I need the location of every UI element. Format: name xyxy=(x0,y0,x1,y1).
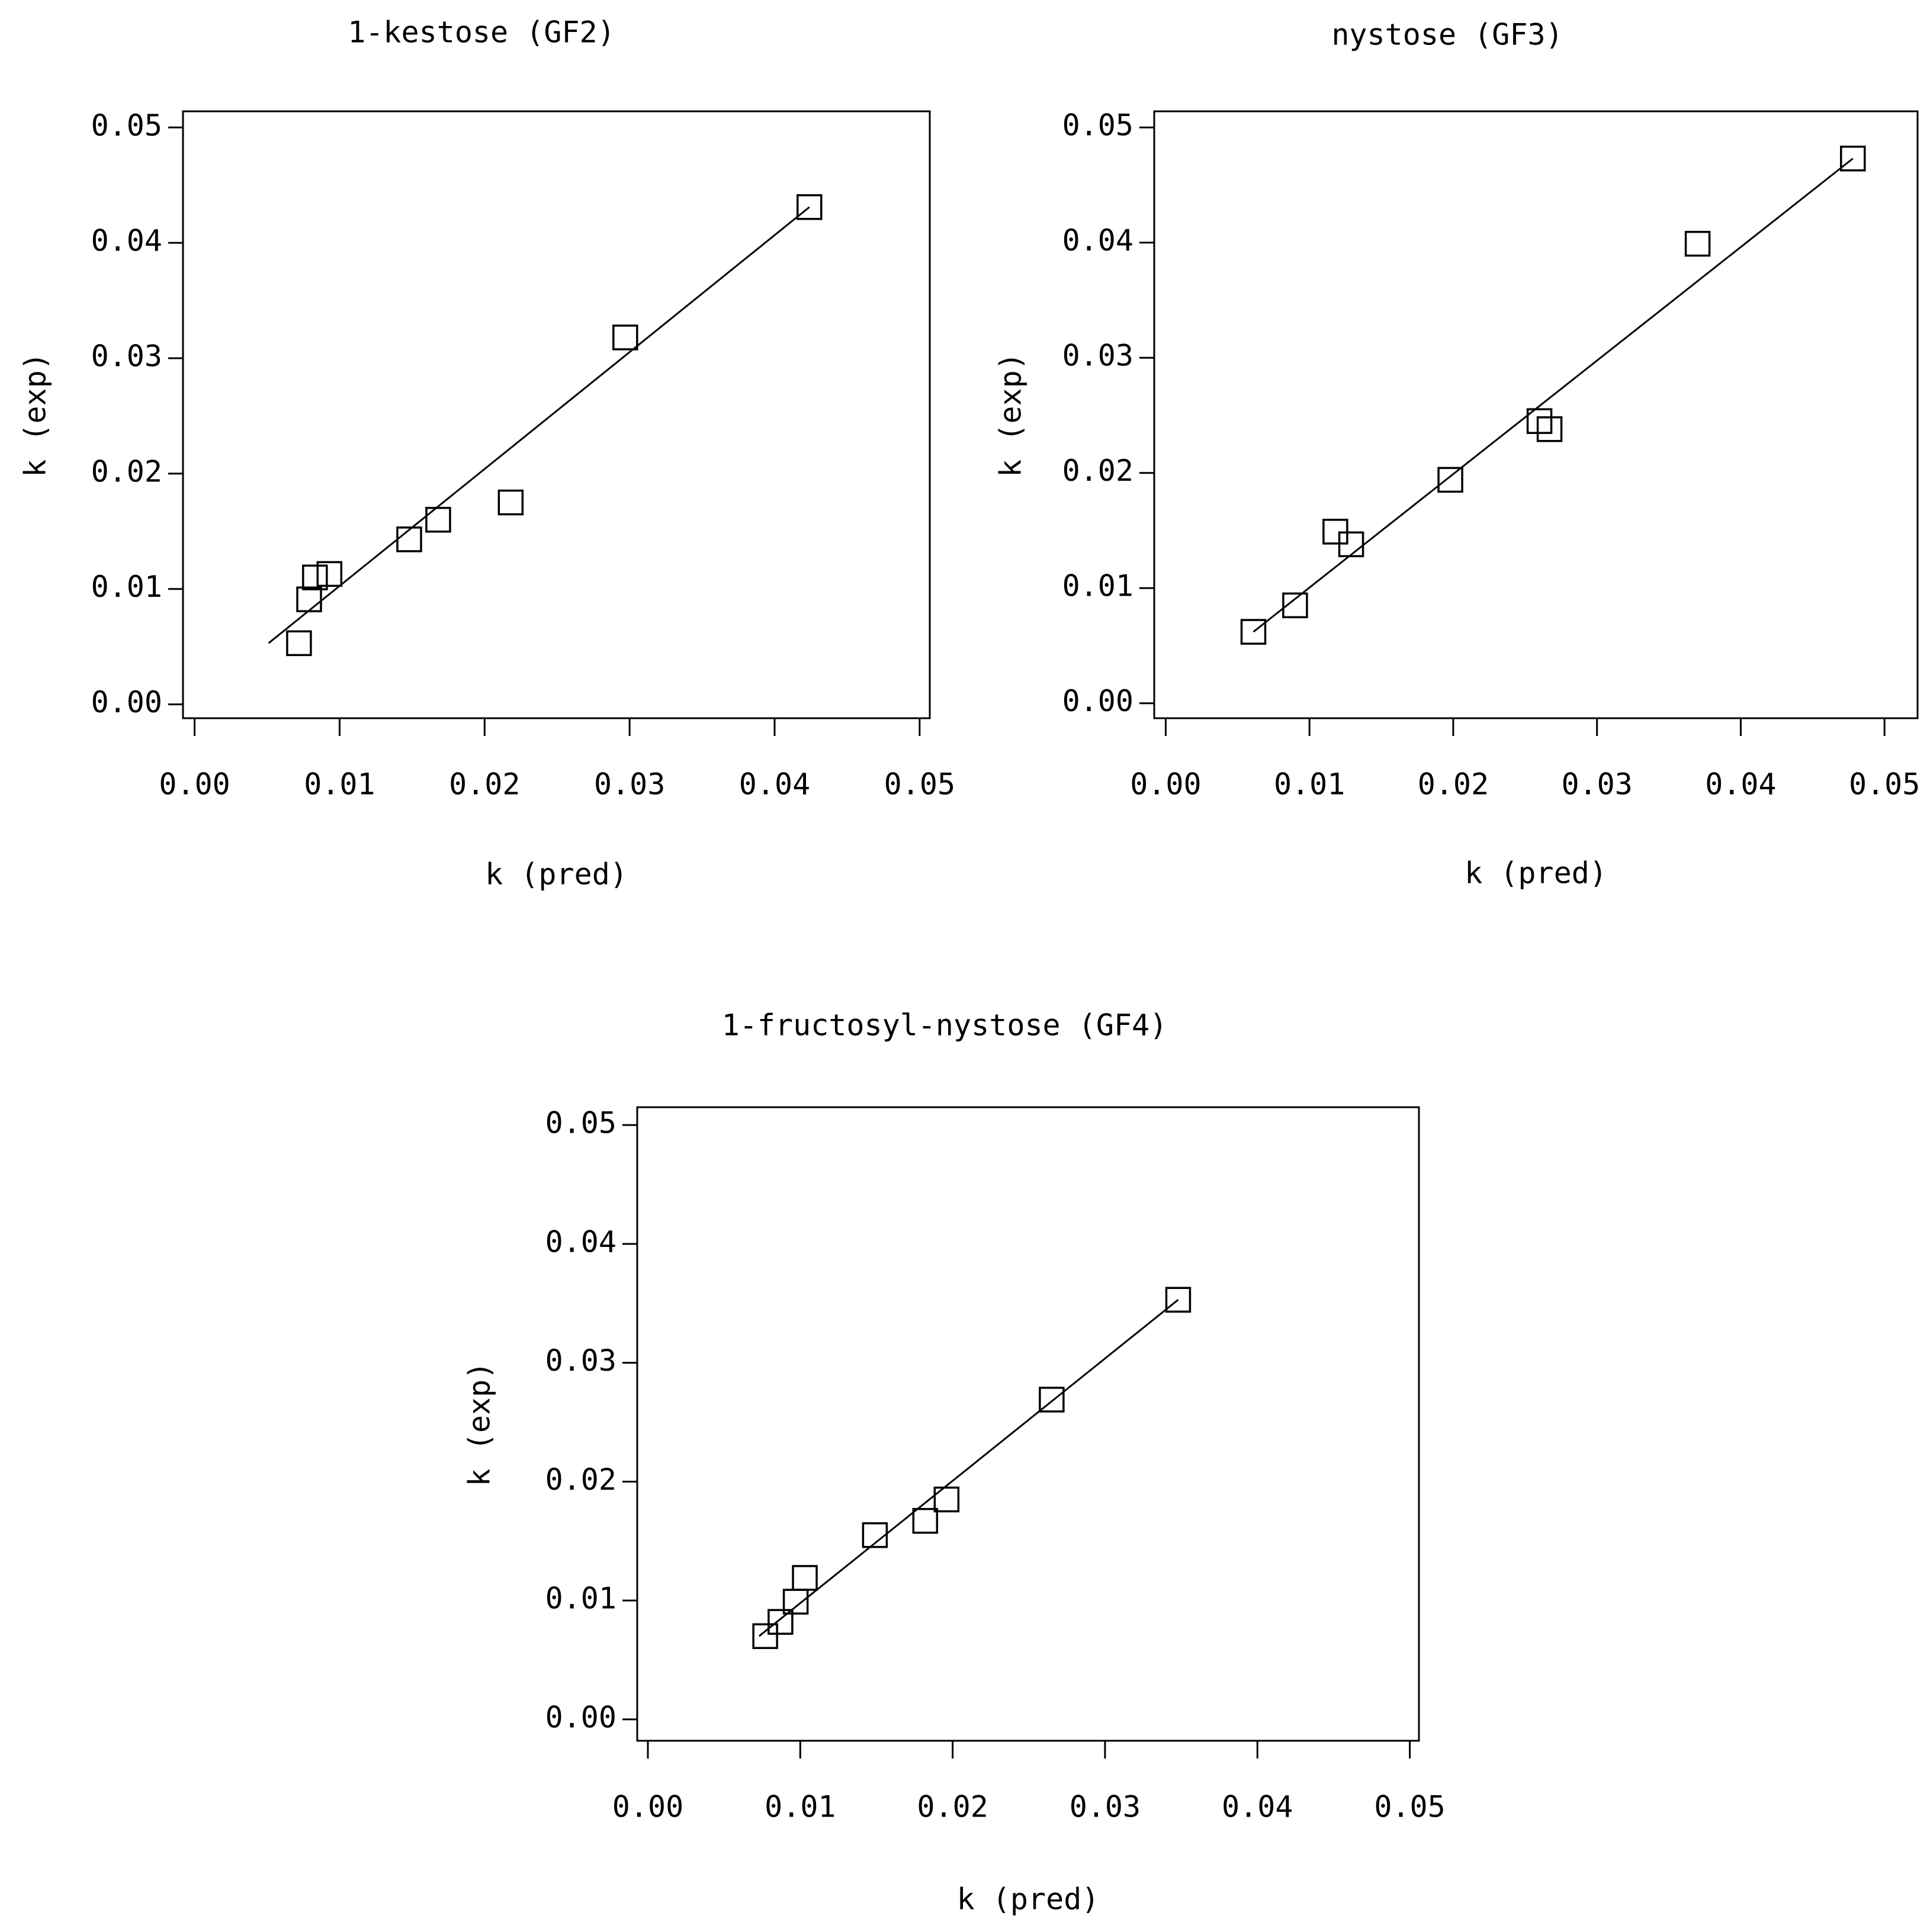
y-tick-label: 0.01 xyxy=(91,570,162,604)
chart: 1-kestose (GF2) k (pred) k (exp) 0.00 0.01 0.… xyxy=(18,15,956,892)
x-tick-label: 0.04 xyxy=(739,767,810,802)
marker xyxy=(1536,416,1563,442)
marker xyxy=(302,564,328,591)
y-tick-label: 0.00 xyxy=(91,685,162,719)
x-tick-label: 0.02 xyxy=(1418,767,1489,802)
y-tick-label: 0.05 xyxy=(91,108,162,143)
y-tick-label: 0.04 xyxy=(1062,223,1133,258)
x-axis-label: k (pred) xyxy=(1465,856,1607,891)
x-tick-label: 0.02 xyxy=(449,767,520,802)
x-tick-label: 0.01 xyxy=(765,1790,836,1824)
marker xyxy=(1437,467,1463,493)
marker xyxy=(316,561,343,587)
marker xyxy=(1338,531,1364,558)
x-tick-label: 0.05 xyxy=(884,767,955,802)
x-tick-label: 0.00 xyxy=(159,767,230,802)
x-tick-label: 0.04 xyxy=(1705,767,1776,802)
marker xyxy=(497,489,524,516)
marker xyxy=(1165,1287,1192,1313)
chart: 1-fructosyl-nystose (GF4) k (pred) k (exp)… xyxy=(463,1008,1446,1917)
marker xyxy=(286,630,312,657)
y-tick-label: 0.02 xyxy=(91,454,162,488)
plot-frame xyxy=(182,110,931,719)
x-tick-label: 0.02 xyxy=(917,1790,988,1824)
marker xyxy=(1840,145,1866,172)
y-tick-label: 0.03 xyxy=(91,339,162,374)
marker xyxy=(396,526,422,552)
y-tick-label: 0.05 xyxy=(1062,108,1133,143)
fit-line xyxy=(1253,157,1854,633)
marker xyxy=(767,1609,794,1635)
y-tick-label: 0.04 xyxy=(91,224,162,258)
plot-frame xyxy=(636,1106,1420,1742)
marker xyxy=(1526,408,1553,434)
y-axis-label: k (exp) xyxy=(994,352,1028,477)
x-tick-label: 0.03 xyxy=(1561,767,1632,802)
x-axis-label: k (pred) xyxy=(485,857,628,892)
x-tick-label: 0.00 xyxy=(1130,767,1201,802)
chart-title: nystose (GF3) xyxy=(1331,18,1563,52)
x-tick-label: 0.03 xyxy=(594,767,665,802)
x-tick-label: 0.03 xyxy=(1070,1790,1141,1824)
y-tick-label: 0.04 xyxy=(545,1224,616,1259)
x-tick-label: 0.00 xyxy=(612,1790,683,1824)
marker xyxy=(296,586,322,613)
marker xyxy=(425,507,451,533)
y-tick-label: 0.02 xyxy=(1062,454,1133,488)
x-tick-label: 0.05 xyxy=(1849,767,1920,802)
y-tick-label: 0.01 xyxy=(545,1581,616,1616)
y-axis-label: k (exp) xyxy=(18,352,53,477)
chart-title: 1-kestose (GF2) xyxy=(348,15,615,50)
fit-line xyxy=(268,206,810,644)
y-tick-label: 0.03 xyxy=(1062,339,1133,373)
y-tick-label: 0.00 xyxy=(545,1700,616,1734)
x-tick-label: 0.05 xyxy=(1374,1790,1445,1824)
y-tick-label: 0.00 xyxy=(1062,684,1133,718)
x-tick-label: 0.04 xyxy=(1222,1790,1293,1824)
x-tick-label: 0.01 xyxy=(1274,767,1345,802)
y-tick-label: 0.01 xyxy=(1062,569,1133,603)
fit-line xyxy=(758,1299,1179,1637)
y-tick-label: 0.05 xyxy=(545,1106,616,1140)
marker xyxy=(1684,230,1711,257)
x-tick-label: 0.01 xyxy=(304,767,375,802)
y-tick-label: 0.03 xyxy=(545,1343,616,1378)
marker xyxy=(797,194,823,220)
marker xyxy=(792,1565,818,1591)
marker xyxy=(862,1522,888,1548)
marker xyxy=(933,1486,960,1513)
plot-frame xyxy=(1153,110,1919,719)
x-axis-label: k (pred) xyxy=(957,1882,1100,1917)
marker xyxy=(612,324,638,351)
chart: nystose (GF3) k (pred) k (exp) 0.00 0.01 0.02… xyxy=(994,18,1921,891)
marker xyxy=(1039,1387,1065,1413)
y-axis-label: k (exp) xyxy=(463,1362,497,1487)
y-tick-label: 0.02 xyxy=(545,1462,616,1497)
marker xyxy=(752,1623,778,1650)
marker xyxy=(912,1507,939,1534)
marker xyxy=(1282,592,1308,619)
chart-title: 1-fructosyl-nystose (GF4) xyxy=(722,1008,1168,1043)
marker xyxy=(1240,619,1267,645)
